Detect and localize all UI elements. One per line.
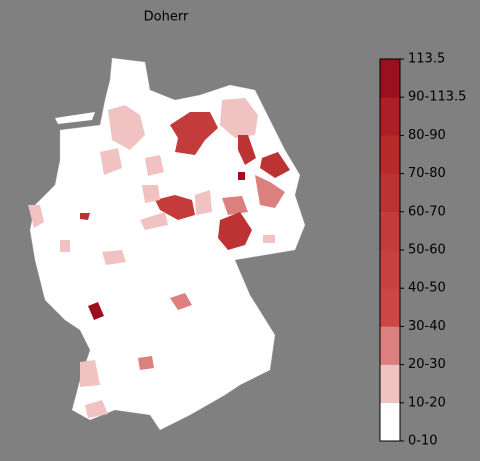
region xyxy=(102,250,126,265)
region xyxy=(60,240,70,252)
colorbar-label: 50-60 xyxy=(408,243,446,258)
colorbar-segment xyxy=(380,59,400,98)
colorbar-label: 40-50 xyxy=(408,281,446,296)
colorbar-segment xyxy=(380,326,400,365)
colorbar-label: 30-40 xyxy=(408,319,446,334)
region xyxy=(155,195,195,220)
colorbar-segment xyxy=(380,288,400,327)
region xyxy=(170,112,218,155)
region xyxy=(220,98,258,138)
region xyxy=(145,155,164,176)
country-outline xyxy=(29,57,306,431)
colorbar-label: 0-10 xyxy=(408,434,438,449)
region xyxy=(28,205,44,228)
colorbar-label: 10-20 xyxy=(408,395,446,410)
colorbar-segment xyxy=(380,364,400,404)
germany-map xyxy=(28,57,306,431)
colorbar: 0-10 10-20 20-30 30-40 40-50 50-60 60-70 70-80 8… xyxy=(379,52,466,449)
colorbar-label: 60-70 xyxy=(408,204,446,219)
region xyxy=(170,293,192,310)
colorbar-segment xyxy=(380,173,400,213)
colorbar-label: 90-113.5 xyxy=(408,90,466,105)
region xyxy=(80,360,100,387)
region xyxy=(255,175,285,208)
region xyxy=(222,196,248,215)
region xyxy=(138,356,154,370)
region xyxy=(88,302,104,320)
colorbar-label: 113.5 xyxy=(408,52,445,67)
region xyxy=(85,400,108,418)
region xyxy=(140,212,168,230)
region xyxy=(100,148,122,175)
colorbar-segment xyxy=(380,97,400,136)
region xyxy=(108,105,145,150)
region xyxy=(142,185,160,203)
colorbar-segment xyxy=(380,250,400,289)
region xyxy=(238,135,256,165)
region xyxy=(238,172,245,180)
region xyxy=(80,213,90,220)
region xyxy=(218,212,252,250)
island xyxy=(55,112,95,124)
colorbar-segment xyxy=(380,402,400,442)
region xyxy=(263,235,275,243)
region xyxy=(195,190,212,215)
colorbar-label: 70-80 xyxy=(408,166,446,181)
colorbar-segment xyxy=(380,211,400,251)
colorbar-segment xyxy=(380,135,400,174)
region xyxy=(260,152,290,178)
colorbar-label: 20-30 xyxy=(408,357,446,372)
map-title: Doherr xyxy=(144,10,189,25)
colorbar-label: 80-90 xyxy=(408,128,446,143)
